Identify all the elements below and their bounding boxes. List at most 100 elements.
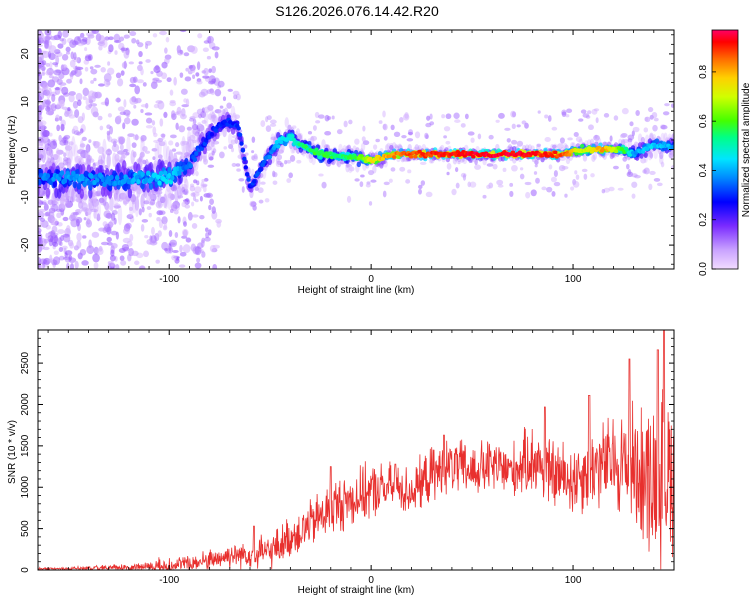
- spectrogram-cell: [92, 189, 97, 205]
- spectrogram-cell: [117, 136, 123, 141]
- spectrogram-cell: [660, 161, 665, 168]
- spectrogram-cell: [110, 242, 118, 249]
- spectrogram-cell: [38, 73, 43, 81]
- spectrogram-cell: [206, 134, 212, 140]
- spectrogram-cell: [69, 39, 77, 48]
- spectrogram-cell: [109, 254, 116, 262]
- spectrogram-cell: [551, 126, 558, 131]
- spectrogram-cell: [207, 113, 213, 120]
- spectrogram-cell: [110, 260, 114, 268]
- spectrogram-cell: [536, 143, 541, 147]
- spectrogram-cell: [239, 141, 244, 146]
- spectrogram-cell: [206, 55, 212, 60]
- spectrogram-cell: [141, 218, 149, 223]
- spectrogram-cell: [405, 179, 411, 184]
- spectrogram-cell: [498, 112, 505, 119]
- spectrogram-cell: [179, 72, 184, 78]
- spectrogram-cell: [51, 218, 58, 226]
- spectrogram-cell: [117, 204, 123, 226]
- spectrogram-cell: [52, 180, 58, 188]
- spectrogram-cell: [120, 260, 127, 266]
- spectrogram-cell: [163, 193, 168, 209]
- spectrogram-cell: [164, 247, 168, 252]
- spectrogram-cell: [233, 94, 238, 100]
- spectrogram-cell: [120, 70, 125, 76]
- spectrogram-cell: [168, 140, 174, 146]
- spectrogram-cell: [90, 80, 95, 84]
- spectrogram-cell: [192, 118, 197, 125]
- spectrogram-cell: [286, 159, 292, 164]
- spectrogram-cell: [213, 128, 219, 133]
- spectrogram-cell: [197, 122, 202, 127]
- spectrogram-cell: [652, 124, 658, 132]
- spectrogram-cell: [207, 164, 215, 168]
- spectrogram-cell: [79, 188, 85, 200]
- spectrogram-cell: [67, 106, 71, 112]
- spectrogram-cell: [129, 31, 137, 37]
- spectrogram-cell: [123, 227, 130, 235]
- spectrogram-cell: [104, 36, 110, 41]
- spectrogram-cell: [191, 123, 199, 131]
- spectrogram-cell: [653, 177, 661, 182]
- spectrogram-cell: [182, 229, 188, 237]
- spectrogram-cell: [131, 37, 137, 44]
- colorbar-tick-label: 0.4: [698, 163, 709, 177]
- spectrogram-cell: [195, 72, 200, 77]
- spectrogram-cell: [38, 62, 42, 70]
- x-tick-label: -100: [159, 575, 179, 586]
- spectrogram-cell: [84, 67, 89, 72]
- spectrogram-cell: [193, 179, 198, 184]
- spectrogram-cell: [582, 154, 588, 162]
- spectrogram-cell: [70, 51, 75, 60]
- spectrogram-cell: [310, 135, 318, 141]
- spectrogram-cell: [183, 200, 187, 205]
- spectrogram-cell: [123, 148, 129, 153]
- snr-series-line: [38, 330, 674, 570]
- spectrogram-cell: [269, 123, 277, 127]
- spectrogram-cell: [177, 216, 181, 224]
- spectrogram-cell: [548, 164, 553, 170]
- spectrogram-cell: [61, 53, 69, 61]
- spectrogram-cell: [68, 114, 76, 119]
- spectrogram-cell: [106, 236, 112, 243]
- spectrogram-cell: [115, 97, 122, 103]
- spectrogram-cell: [144, 234, 149, 239]
- spectrogram-cell: [203, 106, 211, 113]
- spectrogram-cell: [647, 149, 653, 158]
- spectrogram-cell: [74, 65, 78, 74]
- spectrogram-cell: [44, 212, 49, 217]
- spectrogram-cell: [43, 200, 47, 204]
- spectrogram-cell: [97, 146, 105, 155]
- spectrogram-cell: [102, 221, 108, 227]
- y-tick-label: 20: [20, 48, 31, 60]
- spectrogram-cell: [214, 51, 219, 59]
- spectrogram-cell: [131, 192, 137, 214]
- spectrogram-cell: [190, 192, 196, 197]
- spectrogram-cell: [654, 138, 660, 144]
- spectrogram-cell: [145, 124, 153, 129]
- spectrogram-cell: [593, 134, 600, 141]
- spectrogram-cell: [100, 152, 106, 168]
- spectrogram-cell: [260, 181, 266, 185]
- spectrogram-cell: [163, 139, 168, 161]
- spectrogram-cell: [509, 182, 514, 187]
- spectrogram-cell: [194, 151, 199, 156]
- spectrogram-cell: [561, 111, 567, 117]
- spectrogram-cell: [653, 117, 659, 122]
- spectrogram-cell: [140, 182, 145, 190]
- spectrogram-cell: [253, 153, 258, 160]
- spectrogram-cell: [583, 173, 588, 180]
- spectrogram-cell: [140, 67, 144, 76]
- spectrogram-cell: [75, 92, 83, 102]
- spectrogram-cell: [613, 149, 619, 154]
- spectrogram-cell: [570, 186, 575, 191]
- snr-plot-area: [38, 330, 674, 570]
- spectrogram-cell: [390, 167, 396, 172]
- spectrogram-cell: [257, 167, 263, 173]
- spectrogram-cell: [321, 181, 327, 189]
- spectrogram-cell: [383, 136, 388, 141]
- spectrogram-cell: [389, 144, 394, 151]
- spectrogram-cell: [510, 110, 516, 118]
- spectrogram-cell: [477, 133, 482, 140]
- spectrogram-cell: [627, 134, 635, 141]
